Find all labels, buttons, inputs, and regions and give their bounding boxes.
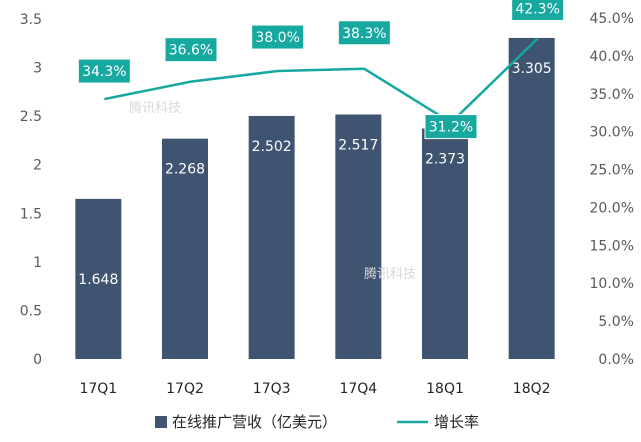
right-tick-label: 45.0% [590, 11, 634, 27]
watermark-text: 腾讯科技 [129, 100, 181, 116]
left-tick-label: 0.5 [20, 303, 42, 319]
category-label: 18Q2 [513, 381, 551, 397]
bar [248, 115, 295, 359]
category-label: 17Q1 [79, 381, 117, 397]
growth-label-box [337, 20, 391, 46]
category-label: 17Q3 [253, 381, 291, 397]
bar [422, 128, 468, 359]
right-tick-label: 25.0% [590, 163, 634, 179]
right-tick-label: 0.0% [598, 352, 634, 368]
bar-value-label: 2.502 [252, 139, 292, 155]
left-tick-label: 3.5 [20, 12, 42, 28]
category-label: 17Q2 [166, 381, 204, 397]
bar [508, 37, 555, 359]
category-axis: 17Q1 17Q2 17Q3 17Q4 18Q1 18Q2 [79, 381, 550, 397]
category-label: 18Q1 [426, 381, 464, 397]
left-tick-label: 1.5 [20, 206, 42, 222]
bar-value-label: 2.517 [338, 137, 378, 153]
bar-series: 1.648 2.268 2.502 2.517 2.373 3.305 [75, 37, 555, 360]
growth-label: 38.0% [255, 30, 299, 46]
left-tick-label: 3 [33, 61, 42, 77]
growth-label: 38.3% [342, 26, 386, 42]
right-tick-label: 30.0% [590, 125, 634, 141]
growth-label: 34.3% [82, 64, 126, 80]
right-tick-label: 10.0% [590, 276, 634, 292]
growth-label: 36.6% [169, 43, 213, 59]
right-tick-label: 35.0% [590, 87, 634, 103]
right-tick-label: 5.0% [598, 314, 634, 330]
growth-label-box [511, 0, 565, 21]
left-tick-label: 1 [33, 255, 42, 271]
left-tick-label: 2.5 [20, 109, 42, 125]
growth-label-box [77, 58, 131, 84]
bar-value-label: 1.648 [78, 272, 118, 288]
legend: 在线推广营收（亿美元） 增长率 [155, 413, 479, 431]
left-axis: 0 0.5 1 1.5 2 2.5 3 3.5 [20, 12, 42, 368]
growth-label-box [164, 37, 218, 63]
growth-label-box [251, 24, 305, 50]
line-series: 34.3% 36.6% 38.0% 38.3% 31.2% 42.3% [77, 0, 565, 140]
right-tick-label: 20.0% [590, 200, 634, 216]
bar [162, 138, 208, 359]
right-axis: 0.0% 5.0% 10.0% 15.0% 20.0% 25.0% 30.0% 35.0% 40… [590, 11, 634, 368]
bar [335, 114, 382, 360]
bar-value-label: 3.305 [512, 61, 552, 77]
legend-bar-swatch [155, 416, 167, 428]
bar-value-label: 2.268 [165, 162, 205, 178]
bar [75, 198, 122, 359]
growth-label: 31.2% [429, 120, 473, 136]
right-tick-label: 40.0% [590, 49, 634, 65]
growth-label: 42.3% [515, 1, 559, 17]
bar-value-label: 2.373 [425, 151, 465, 167]
growth-line [104, 37, 539, 124]
watermark-text: 腾讯科技 [364, 266, 416, 282]
right-tick-label: 15.0% [590, 238, 634, 254]
legend-line-label: 增长率 [434, 413, 479, 431]
legend-bar-label: 在线推广营收（亿美元） [172, 413, 337, 431]
growth-label-box [424, 114, 478, 140]
category-label: 17Q4 [339, 381, 377, 397]
left-tick-label: 2 [33, 158, 42, 174]
left-tick-label: 0 [33, 352, 42, 368]
